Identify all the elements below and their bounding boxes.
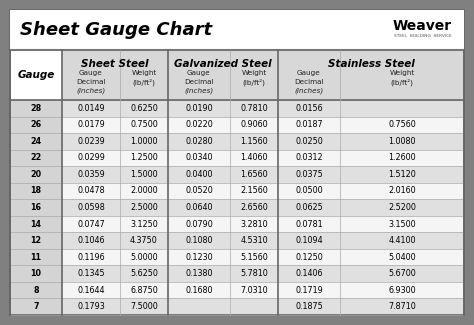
Text: 7.8710: 7.8710 [388, 302, 416, 311]
FancyBboxPatch shape [168, 298, 278, 315]
FancyBboxPatch shape [278, 166, 464, 183]
FancyBboxPatch shape [168, 216, 278, 232]
Text: 26: 26 [30, 120, 42, 129]
FancyBboxPatch shape [10, 183, 62, 199]
Text: 7: 7 [33, 302, 39, 311]
Text: 5.7810: 5.7810 [240, 269, 268, 278]
Text: 0.7500: 0.7500 [130, 120, 158, 129]
Text: 0.0359: 0.0359 [77, 170, 105, 179]
Text: 0.0340: 0.0340 [185, 153, 213, 162]
Text: 4.3750: 4.3750 [130, 236, 158, 245]
Text: 0.0250: 0.0250 [295, 137, 323, 146]
Text: 0.0625: 0.0625 [295, 203, 323, 212]
Text: 0.1680: 0.1680 [185, 286, 213, 295]
FancyBboxPatch shape [10, 150, 62, 166]
Text: 10: 10 [30, 269, 42, 278]
FancyBboxPatch shape [62, 282, 168, 298]
FancyBboxPatch shape [62, 150, 168, 166]
Text: 2.5000: 2.5000 [130, 203, 158, 212]
Text: 0.1196: 0.1196 [77, 253, 105, 262]
FancyBboxPatch shape [10, 100, 62, 117]
Text: Galvanized Steel: Galvanized Steel [174, 59, 272, 69]
FancyBboxPatch shape [10, 10, 464, 315]
Text: Gauge: Gauge [297, 70, 321, 76]
Text: Sheet Steel: Sheet Steel [81, 59, 149, 69]
FancyBboxPatch shape [62, 216, 168, 232]
Text: 2.0000: 2.0000 [130, 187, 158, 195]
Text: 3.1250: 3.1250 [130, 220, 158, 228]
Text: 0.0400: 0.0400 [185, 170, 213, 179]
Text: 28: 28 [30, 104, 42, 113]
Text: 5.1560: 5.1560 [240, 253, 268, 262]
FancyBboxPatch shape [62, 298, 168, 315]
FancyBboxPatch shape [168, 199, 278, 216]
Text: 0.0179: 0.0179 [77, 120, 105, 129]
Text: 6.8750: 6.8750 [130, 286, 158, 295]
FancyBboxPatch shape [10, 282, 62, 298]
Text: Weaver: Weaver [393, 19, 452, 33]
Text: Gauge: Gauge [79, 70, 103, 76]
Text: 4.5310: 4.5310 [240, 236, 268, 245]
Text: 0.1080: 0.1080 [185, 236, 213, 245]
FancyBboxPatch shape [278, 183, 464, 199]
Text: 1.6560: 1.6560 [240, 170, 268, 179]
Text: 16: 16 [30, 203, 42, 212]
Text: 3.1500: 3.1500 [388, 220, 416, 228]
FancyBboxPatch shape [10, 10, 464, 50]
Text: (lb/ft²): (lb/ft²) [133, 78, 155, 85]
FancyBboxPatch shape [278, 282, 464, 298]
Text: (lb/ft²): (lb/ft²) [243, 78, 265, 85]
Text: 2.0160: 2.0160 [388, 187, 416, 195]
Text: Decimal: Decimal [294, 79, 324, 85]
FancyBboxPatch shape [62, 249, 168, 266]
Text: 0.1380: 0.1380 [185, 269, 213, 278]
Text: Gauge: Gauge [187, 70, 211, 76]
Text: 0.9060: 0.9060 [240, 120, 268, 129]
FancyBboxPatch shape [278, 249, 464, 266]
Text: Stainless Steel: Stainless Steel [328, 59, 414, 69]
Text: STEEL  BUILDING  SERVICE: STEEL BUILDING SERVICE [394, 34, 452, 38]
Text: 0.1719: 0.1719 [295, 286, 323, 295]
Text: 18: 18 [30, 187, 42, 195]
FancyBboxPatch shape [168, 232, 278, 249]
FancyBboxPatch shape [278, 150, 464, 166]
Text: 12: 12 [30, 236, 42, 245]
Text: 2.5200: 2.5200 [388, 203, 416, 212]
FancyBboxPatch shape [168, 282, 278, 298]
Text: 0.0299: 0.0299 [77, 153, 105, 162]
FancyBboxPatch shape [278, 266, 464, 282]
FancyBboxPatch shape [278, 133, 464, 150]
FancyBboxPatch shape [168, 50, 278, 100]
FancyBboxPatch shape [168, 150, 278, 166]
Text: 0.7810: 0.7810 [240, 104, 268, 113]
FancyBboxPatch shape [62, 100, 168, 117]
FancyBboxPatch shape [10, 117, 62, 133]
Text: 0.1875: 0.1875 [295, 302, 323, 311]
Text: 2.1560: 2.1560 [240, 187, 268, 195]
FancyBboxPatch shape [10, 199, 62, 216]
FancyBboxPatch shape [10, 232, 62, 249]
Text: 2.6560: 2.6560 [240, 203, 268, 212]
Text: 11: 11 [30, 253, 42, 262]
Text: Weight: Weight [131, 70, 156, 76]
Text: 20: 20 [30, 170, 42, 179]
Text: 1.2500: 1.2500 [130, 153, 158, 162]
Text: 0.0187: 0.0187 [295, 120, 323, 129]
Text: 0.0375: 0.0375 [295, 170, 323, 179]
Text: 0.1345: 0.1345 [77, 269, 105, 278]
FancyBboxPatch shape [10, 133, 62, 150]
Text: 0.0520: 0.0520 [185, 187, 213, 195]
FancyBboxPatch shape [62, 232, 168, 249]
FancyBboxPatch shape [62, 266, 168, 282]
Text: 1.5000: 1.5000 [130, 170, 158, 179]
FancyBboxPatch shape [10, 249, 62, 266]
Text: (inches): (inches) [294, 88, 324, 95]
FancyBboxPatch shape [62, 166, 168, 183]
FancyBboxPatch shape [168, 249, 278, 266]
Text: 0.0747: 0.0747 [77, 220, 105, 228]
Text: 0.1250: 0.1250 [295, 253, 323, 262]
Text: 5.0000: 5.0000 [130, 253, 158, 262]
Text: Weight: Weight [389, 70, 415, 76]
FancyBboxPatch shape [10, 216, 62, 232]
